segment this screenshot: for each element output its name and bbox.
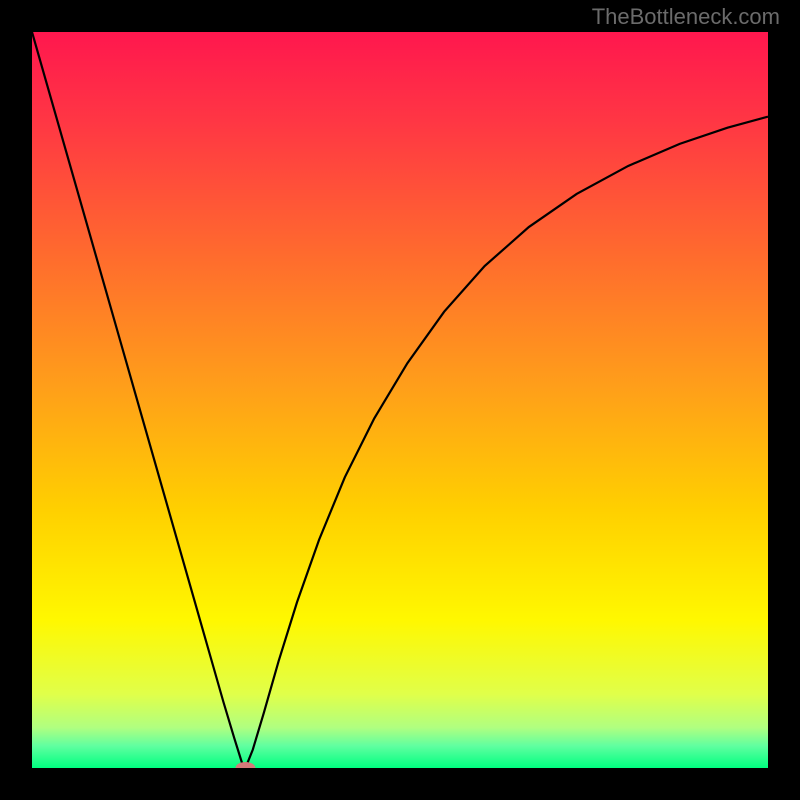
bottleneck-chart — [32, 32, 768, 768]
gradient-background — [32, 32, 768, 768]
chart-container: { "watermark_text": "TheBottleneck.com",… — [0, 0, 800, 800]
watermark-label: TheBottleneck.com — [592, 4, 780, 30]
